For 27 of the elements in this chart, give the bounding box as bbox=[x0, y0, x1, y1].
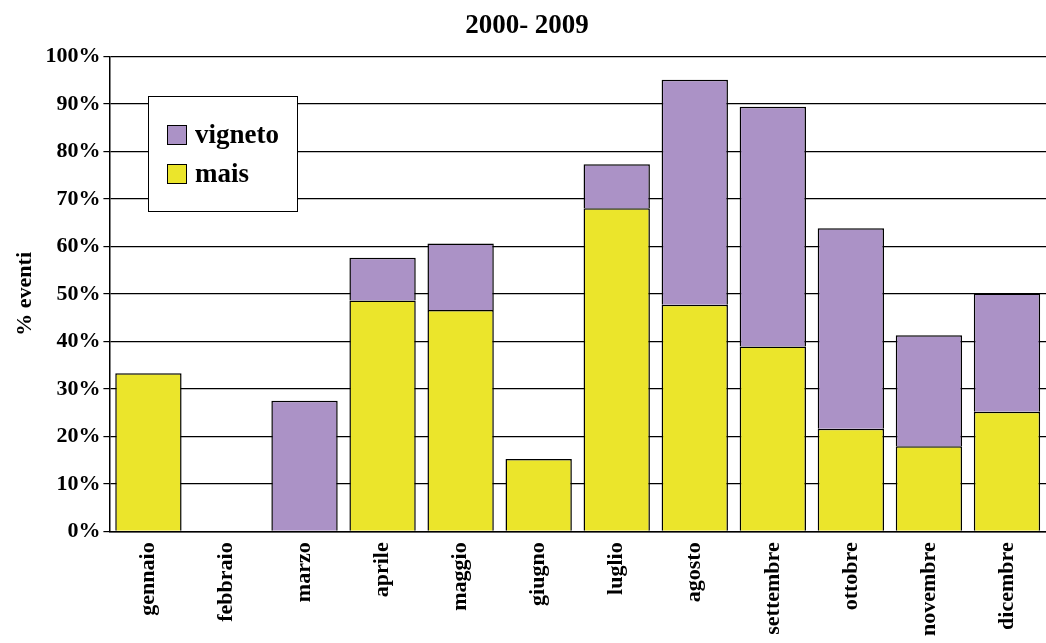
x-tick-label: agosto bbox=[680, 542, 706, 603]
y-tick-label: 50% bbox=[56, 279, 101, 305]
legend-label: vigneto bbox=[195, 119, 279, 150]
y-tick-label: 60% bbox=[56, 232, 101, 258]
x-tick-label: settembre bbox=[758, 542, 784, 635]
x-tick-label: novembre bbox=[914, 542, 940, 637]
x-tick-label: maggio bbox=[446, 542, 472, 611]
y-axis-title: % eventi bbox=[10, 252, 36, 336]
x-tick-label: aprile bbox=[368, 542, 394, 598]
y-tick-label: 70% bbox=[56, 184, 101, 210]
y-tick-label: 10% bbox=[56, 469, 101, 495]
x-tick-label: ottobre bbox=[836, 542, 862, 611]
x-tick-label: marzo bbox=[290, 542, 316, 603]
x-tick-label: luglio bbox=[602, 542, 628, 595]
y-tick-label: 20% bbox=[56, 422, 101, 448]
x-tick-label: gennaio bbox=[134, 542, 160, 616]
y-tick-label: 90% bbox=[56, 89, 101, 115]
y-tick-label: 40% bbox=[56, 327, 101, 353]
x-tick-label: dicembre bbox=[992, 542, 1018, 630]
x-tick-label: giugno bbox=[524, 542, 550, 606]
y-tick-label: 30% bbox=[56, 374, 101, 400]
y-tick-label: 0% bbox=[67, 516, 101, 542]
y-tick-label: 80% bbox=[56, 137, 101, 163]
chart-title: 2000- 2009 bbox=[465, 9, 589, 40]
y-tick-label: 100% bbox=[45, 42, 101, 68]
x-tick-label: febbraio bbox=[212, 542, 238, 622]
legend-label: mais bbox=[195, 158, 249, 189]
